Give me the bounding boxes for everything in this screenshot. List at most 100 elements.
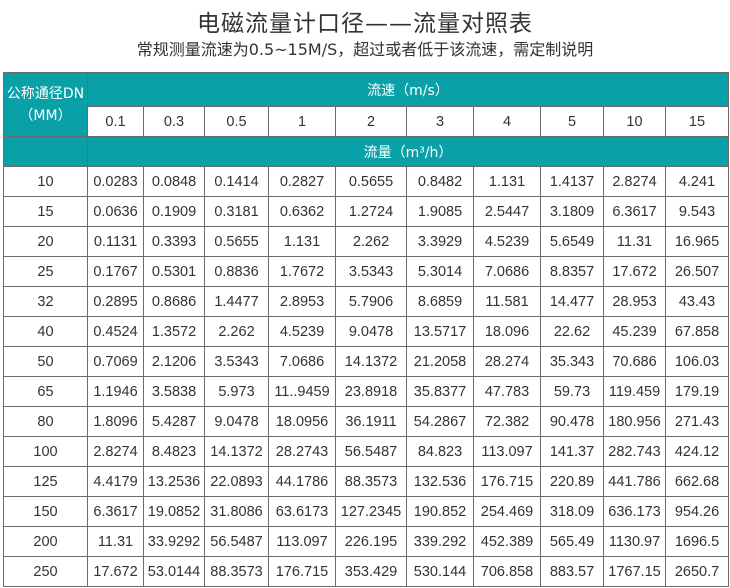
flow-cell: 3.3929 bbox=[406, 226, 474, 257]
flow-cell: 1130.97 bbox=[603, 526, 666, 557]
velocity-cell: 2 bbox=[335, 106, 407, 137]
dn-header-cell: 公称通径DN （MM） bbox=[3, 72, 88, 137]
flow-cell: 13.2536 bbox=[143, 466, 205, 497]
flow-cell: 67.858 bbox=[665, 316, 729, 347]
flow-header-row: 流量（m³/h） bbox=[3, 136, 729, 167]
flow-cell: 22.0893 bbox=[204, 466, 269, 497]
flow-cell: 5.4287 bbox=[143, 406, 205, 437]
flow-cell: 11..9459 bbox=[268, 376, 336, 407]
flow-table: 公称通径DN （MM） 流速（m/s） 0.1 0.3 0.5 1 2 3 4 5 10 15 流… bbox=[3, 72, 729, 587]
flow-cell: 0.6362 bbox=[268, 196, 336, 227]
flow-cell: 1.4137 bbox=[540, 166, 604, 197]
flow-cell: 54.2867 bbox=[406, 406, 474, 437]
flow-cell: 0.2895 bbox=[87, 286, 144, 317]
flow-cell: 28.274 bbox=[473, 346, 541, 377]
flow-cell: 0.1909 bbox=[143, 196, 205, 227]
flow-cell: 353.429 bbox=[335, 556, 407, 587]
velocity-cell: 15 bbox=[665, 106, 729, 137]
flow-cell: 17.672 bbox=[603, 256, 666, 287]
flow-cell: 180.956 bbox=[603, 406, 666, 437]
flow-cell: 0.8482 bbox=[406, 166, 474, 197]
flow-cell: 0.3393 bbox=[143, 226, 205, 257]
flow-cell: 22.62 bbox=[540, 316, 604, 347]
flow-cell: 14.477 bbox=[540, 286, 604, 317]
flow-cell: 2.8274 bbox=[87, 436, 144, 467]
dn-cell: 80 bbox=[3, 406, 88, 437]
flow-cell: 2.5447 bbox=[473, 196, 541, 227]
table-row: 32 0.2895 0.8686 1.4477 2.8953 5.7906 8.6859 11… bbox=[3, 286, 729, 317]
flow-cell: 0.1767 bbox=[87, 256, 144, 287]
table-row: 200 11.31 33.9292 56.5487 113.097 226.195 339.… bbox=[3, 526, 729, 557]
flow-cell: 7.0686 bbox=[268, 346, 336, 377]
flow-cell: 2.262 bbox=[204, 316, 269, 347]
page-title: 电磁流量计口径——流量对照表 bbox=[197, 11, 533, 37]
dn-cell: 25 bbox=[3, 256, 88, 287]
flow-cell: 0.0848 bbox=[143, 166, 205, 197]
dn-cell: 10 bbox=[3, 166, 88, 197]
flow-cell: 45.239 bbox=[603, 316, 666, 347]
flow-cell: 1.8096 bbox=[87, 406, 144, 437]
flow-cell: 90.478 bbox=[540, 406, 604, 437]
table-row: 40 0.4524 1.3572 2.262 4.5239 9.0478 13.5717 18… bbox=[3, 316, 729, 347]
dn-cell: 150 bbox=[3, 496, 88, 527]
flow-cell: 18.096 bbox=[473, 316, 541, 347]
table-row: 250 17.672 53.0144 88.3573 176.715 353.429 530… bbox=[3, 556, 729, 587]
flow-cell: 4.4179 bbox=[87, 466, 144, 497]
flow-cell: 31.8086 bbox=[204, 496, 269, 527]
flow-cell: 7.0686 bbox=[473, 256, 541, 287]
flow-cell: 0.5301 bbox=[143, 256, 205, 287]
flow-cell: 5.6549 bbox=[540, 226, 604, 257]
table-row: 20 0.1131 0.3393 0.5655 1.131 2.262 3.3929 4.52… bbox=[3, 226, 729, 257]
flow-cell: 3.1809 bbox=[540, 196, 604, 227]
flow-cell: 11.31 bbox=[87, 526, 144, 557]
flow-cell: 3.5838 bbox=[143, 376, 205, 407]
flow-cell: 0.5655 bbox=[335, 166, 407, 197]
flow-cell: 6.3617 bbox=[603, 196, 666, 227]
flow-cell: 0.4524 bbox=[87, 316, 144, 347]
flow-cell: 53.0144 bbox=[143, 556, 205, 587]
flow-cell: 23.8918 bbox=[335, 376, 407, 407]
flow-cell: 35.343 bbox=[540, 346, 604, 377]
dn-cell: 200 bbox=[3, 526, 88, 557]
dn-cell: 15 bbox=[3, 196, 88, 227]
flow-cell: 1.131 bbox=[473, 166, 541, 197]
table-row: 25 0.1767 0.5301 0.8836 1.7672 3.5343 5.3014 7.… bbox=[3, 256, 729, 287]
flow-cell: 5.973 bbox=[204, 376, 269, 407]
velocity-cell: 3 bbox=[406, 106, 474, 137]
flow-cell: 56.5487 bbox=[335, 436, 407, 467]
flow-cell: 17.672 bbox=[87, 556, 144, 587]
flow-cell: 43.43 bbox=[665, 286, 729, 317]
flow-cell: 339.292 bbox=[406, 526, 474, 557]
velocity-cell: 10 bbox=[603, 106, 666, 137]
flow-cell: 4.5239 bbox=[473, 226, 541, 257]
flow-cell: 11.31 bbox=[603, 226, 666, 257]
table-row: 80 1.8096 5.4287 9.0478 18.0956 36.1911 54.286… bbox=[3, 406, 729, 437]
flow-cell: 662.68 bbox=[665, 466, 729, 497]
flow-cell: 19.0852 bbox=[143, 496, 205, 527]
flow-cell: 452.389 bbox=[473, 526, 541, 557]
flow-cell: 2650.7 bbox=[665, 556, 729, 587]
flow-cell: 0.3181 bbox=[204, 196, 269, 227]
flow-cell: 2.8274 bbox=[603, 166, 666, 197]
velocity-values-row: 0.1 0.3 0.5 1 2 3 4 5 10 15 bbox=[4, 106, 729, 137]
flow-cell: 706.858 bbox=[473, 556, 541, 587]
flow-cell: 0.5655 bbox=[204, 226, 269, 257]
flow-cell: 26.507 bbox=[665, 256, 729, 287]
flow-cell: 0.1131 bbox=[87, 226, 144, 257]
dn-header-line2: （MM） bbox=[19, 107, 72, 124]
flow-cell: 0.2827 bbox=[268, 166, 336, 197]
flow-cell: 59.73 bbox=[540, 376, 604, 407]
dn-cell: 50 bbox=[3, 346, 88, 377]
flow-cell: 954.26 bbox=[665, 496, 729, 527]
flow-cell: 14.1372 bbox=[335, 346, 407, 377]
flow-cell: 1.9085 bbox=[406, 196, 474, 227]
flow-cell: 0.8836 bbox=[204, 256, 269, 287]
table-row: 125 4.4179 13.2536 22.0893 44.1786 88.3573 132… bbox=[3, 466, 729, 497]
flow-cell: 119.459 bbox=[603, 376, 666, 407]
flow-cell: 132.536 bbox=[406, 466, 474, 497]
flow-cell: 28.953 bbox=[603, 286, 666, 317]
flow-cell: 70.686 bbox=[603, 346, 666, 377]
flow-cell: 271.43 bbox=[665, 406, 729, 437]
flow-cell: 8.6859 bbox=[406, 286, 474, 317]
table-row: 10 0.0283 0.0848 0.1414 0.2827 0.5655 0.8482 1.… bbox=[3, 166, 729, 197]
